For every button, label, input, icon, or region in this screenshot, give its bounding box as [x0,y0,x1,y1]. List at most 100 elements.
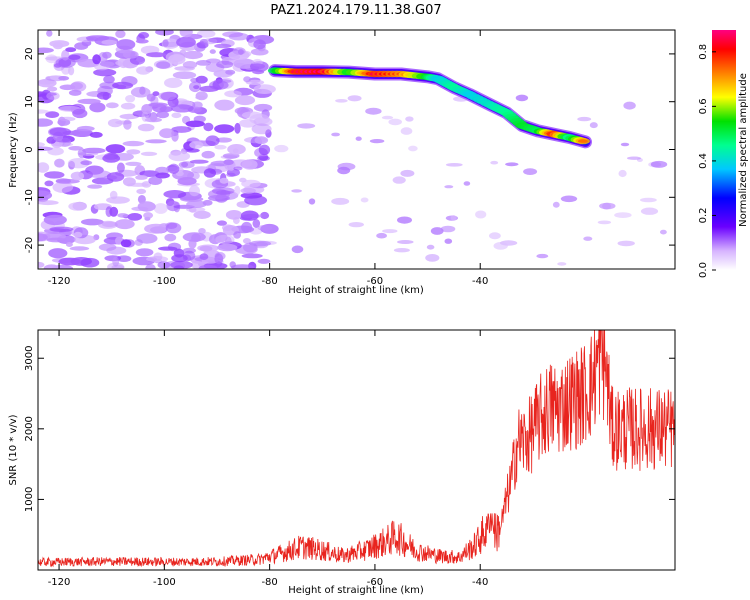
heatmap-noise-cell [123,50,139,59]
heatmap-noise-cell [109,190,118,200]
heatmap-noise-cell [523,168,538,176]
heatmap-noise-cell [106,196,130,204]
colorbar-tick-label: 0.2 [698,208,709,224]
heatmap-noise-cell [178,127,187,133]
heatmap-noise-cell [257,155,270,162]
heatmap-noise-cell [251,123,272,135]
heatmap-noise-cell [48,248,68,259]
heatmap-noise-cell [583,236,593,241]
heatmap-noise-cell [137,123,155,132]
heatmap-noise-cell [214,43,232,49]
heatmap-noise-cell [164,77,183,88]
heatmap-noise-cell [228,159,253,168]
heatmap-noise-cell [45,75,66,82]
heatmap-noise-cell [347,95,362,102]
x-tick-label: -40 [472,577,488,588]
y-tick-label: 0 [24,146,35,152]
heatmap-noise-cell [140,151,158,156]
heatmap-noise-cell [179,30,193,38]
heatmap-noise-cell [202,199,213,206]
heatmap-noise-cell [168,163,180,174]
heatmap-noise-cell [68,146,83,151]
heatmap-noise-cell [114,219,135,230]
heatmap-noise-cell [211,187,235,195]
heatmap-noise-cell [74,42,89,50]
heatmap-noise-cell [382,229,398,234]
snr-plot-area [38,330,675,570]
heatmap-noise-cell [146,52,167,58]
heatmap-noise-cell [179,104,190,110]
heatmap-noise-cell [135,39,149,44]
heatmap-noise-cell [158,91,177,101]
heatmap-noise-cell [135,175,148,180]
heatmap-noise-cell [369,139,385,144]
heatmap-noise-cell [103,75,115,84]
heatmap-noise-cell [144,117,162,123]
colorbar: 0.0 0.2 0.4 0.6 0.8 Normalized spectral ampl… [698,30,749,278]
heatmap-noise-cell [197,244,219,252]
heatmap-noise-cell [123,119,132,130]
heatmap-noise-cell [233,58,256,69]
heatmap-noise-cell [188,207,197,213]
x-tick-label: -120 [48,577,71,588]
heatmap-noise-cell [153,252,163,261]
figure-title: PAZ1.2024.179.11.38.G07 [270,3,441,18]
heatmap-noise-cell [209,49,216,54]
x-tick-label: -80 [261,577,277,588]
heatmap-noise-cell [136,188,147,195]
heatmap-noise-cell [68,202,87,211]
spectrogram-y-axis-label: Frequency (Hz) [8,112,19,188]
heatmap-noise-cell [257,258,271,264]
heatmap-noise-cell [102,154,121,163]
heatmap-noise-cell [536,253,549,259]
heatmap-noise-cell [430,227,444,235]
heatmap-noise-cell [186,200,207,208]
heatmap-noise-cell [145,139,167,144]
heatmap-noise-cell [136,66,151,75]
heatmap-noise-cell [241,253,263,259]
heatmap-noise-cell [148,102,168,108]
heatmap-noise-cell [155,172,170,179]
heatmap-noise-cell [355,136,362,141]
heatmap-noise-cell [201,150,215,159]
heatmap-noise-cell [198,228,206,234]
heatmap-noise-cell [650,160,668,168]
heatmap-noise-cell [120,102,136,110]
heatmap-noise-cell [297,123,316,129]
heatmap-noise-cell [49,226,74,232]
heatmap-noise-cell [233,216,240,225]
ridge-peak-cell [577,139,588,143]
heatmap-noise-cell [405,116,414,122]
heatmap-noise-cell [178,161,195,169]
heatmap-noise-cell [224,90,242,98]
colorbar-ticks: 0.0 0.2 0.4 0.6 0.8 [698,44,716,278]
heatmap-noise-cell [505,162,519,167]
heatmap-noise-cell [127,213,143,221]
heatmap-noise-cell [250,63,265,70]
heatmap-noise-cell [257,224,273,231]
heatmap-noise-cell [192,101,203,109]
heatmap-noise-cell [392,176,406,184]
heatmap-noise-cell [489,232,501,240]
heatmap-noise-cell [89,102,106,113]
heatmap-noise-cell [156,61,171,69]
heatmap-noise-cell [49,127,72,137]
heatmap-noise-cell [617,240,635,247]
heatmap-noise-cell [203,122,214,132]
snr-y-ticks: 1000 2000 3000 [24,346,675,512]
snr-series-line [38,330,675,568]
heatmap-noise-cell [240,187,256,194]
heatmap-noise-cell [163,190,187,199]
heatmap-noise-cell [121,76,138,86]
y-tick-label: 2000 [24,416,35,441]
heatmap-noise-cell [258,144,271,156]
snr-frame [37,329,676,571]
heatmap-noise-cell [243,76,252,83]
heatmap-noise-cell [101,39,118,45]
heatmap-noise-cell [73,231,83,238]
heatmap-noise-cell [44,180,54,187]
heatmap-noise-cell [225,210,243,220]
heatmap-noise-cell [475,210,487,219]
heatmap-noise-cell [182,61,198,69]
